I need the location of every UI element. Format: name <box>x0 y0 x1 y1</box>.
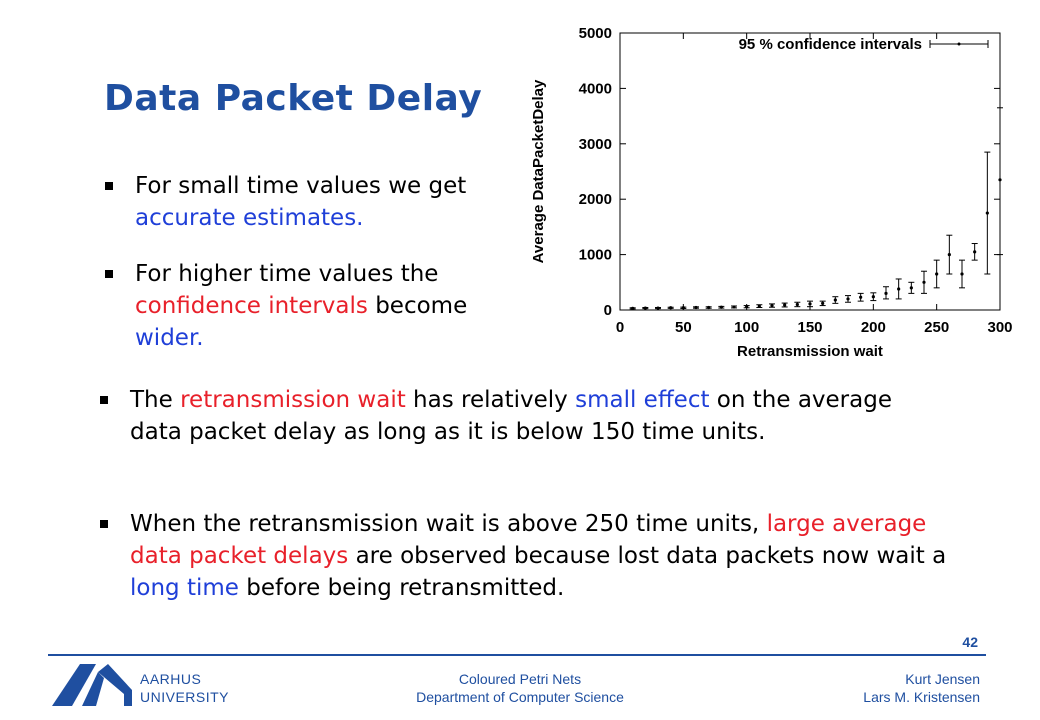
data-point <box>884 291 888 295</box>
data-point <box>719 305 723 309</box>
author-1: Kurt Jensen <box>905 671 980 687</box>
y-tick-label: 3000 <box>579 136 612 153</box>
data-point <box>795 302 799 307</box>
university-line-2: UNIVERSITY <box>140 689 230 705</box>
x-tick-label: 0 <box>616 319 624 336</box>
data-point <box>770 303 774 308</box>
legend-sample-point <box>957 42 961 46</box>
x-tick-label: 150 <box>797 319 822 336</box>
slide-title: Data Packet Delay <box>104 78 483 119</box>
footer-center: Coloured Petri Nets Department of Comput… <box>370 670 670 706</box>
data-point <box>631 306 635 310</box>
data-point <box>757 304 761 308</box>
data-point <box>681 306 685 310</box>
data-point <box>707 305 711 310</box>
data-point <box>897 287 901 291</box>
bullet-text: long time <box>130 575 239 601</box>
bullet-text: When the retransmission wait is above 25… <box>130 511 767 537</box>
data-point <box>694 305 698 310</box>
data-point <box>859 295 863 299</box>
data-point <box>643 306 647 310</box>
data-point <box>947 253 951 257</box>
bullet-text: confidence intervals <box>135 293 368 319</box>
bullet-text: before being retransmitted. <box>238 575 565 601</box>
x-tick-label: 300 <box>987 319 1012 336</box>
bullet-item: For small time values we get accurate es… <box>105 170 495 234</box>
x-tick-label: 50 <box>675 319 692 336</box>
retransmission-chart: 0 1000 2000 3000 4000 5000 0 50 100 150 200 250 300 R… <box>530 25 1013 360</box>
bullet-text: are observed because lost data packets n… <box>348 543 947 569</box>
data-point <box>973 250 977 254</box>
data-point <box>922 280 926 284</box>
data-point <box>732 305 736 309</box>
bullet-text: accurate estimates. <box>135 205 364 231</box>
legend-label: 95 % confidence intervals <box>739 36 922 53</box>
bullet-text: The <box>130 387 181 413</box>
data-point <box>783 303 787 307</box>
footer-divider <box>48 654 986 656</box>
bullet-marker-icon <box>100 520 108 528</box>
data-point <box>960 272 964 276</box>
data-point <box>985 211 989 215</box>
y-axis-label: Average DataPacketDelay <box>530 79 547 263</box>
plot-frame <box>619 32 1001 311</box>
data-point <box>669 306 673 310</box>
data-point <box>909 286 913 290</box>
course-title: Coloured Petri Nets <box>458 671 582 687</box>
bullet-text: become <box>367 293 468 319</box>
page-number: 42 <box>962 634 978 650</box>
data-point <box>656 306 660 310</box>
footer-authors: Kurt Jensen Lars M. Kristensen <box>780 670 980 706</box>
data-point <box>833 298 837 302</box>
x-tick-label: 200 <box>861 319 886 336</box>
y-tick-label: 5000 <box>579 25 612 42</box>
bullet-item: The retransmission wait has relatively s… <box>100 384 950 448</box>
bullet-text: has relatively <box>405 387 576 413</box>
x-tick-label: 100 <box>734 319 759 336</box>
bullet-text: wider. <box>135 325 204 351</box>
bullet-text: on the average data packet delay as long… <box>130 387 892 445</box>
bullet-text: large average data packet delays <box>130 511 927 569</box>
department-name: Department of Computer Science <box>416 689 624 705</box>
university-logo-icon <box>52 664 132 706</box>
bullet-text: For higher time values the <box>135 261 439 287</box>
bullet-text: small effect <box>575 387 710 413</box>
bullet-text: For small time values we get <box>135 173 467 199</box>
bullet-text: retransmission wait <box>180 387 406 413</box>
author-2: Lars M. Kristensen <box>863 689 980 705</box>
bullet-marker-icon <box>100 396 108 404</box>
data-point <box>846 297 850 301</box>
bullet-marker-icon <box>105 270 113 278</box>
bullet-item: When the retransmission wait is above 25… <box>100 508 950 604</box>
data-point <box>808 302 812 306</box>
y-tick-label: 4000 <box>579 80 612 97</box>
y-tick-label: 0 <box>604 302 612 319</box>
university-name: AARHUS UNIVERSITY <box>140 670 229 706</box>
data-point <box>998 178 1002 182</box>
data-point <box>821 301 825 305</box>
data-point <box>745 305 749 309</box>
university-line-1: AARHUS <box>140 671 202 687</box>
y-tick-label: 2000 <box>579 191 612 208</box>
y-tick-label: 1000 <box>579 247 612 264</box>
x-axis-label: Retransmission wait <box>737 343 883 360</box>
data-point <box>935 272 939 276</box>
data-point <box>871 295 875 299</box>
bullet-item: For higher time values the confidence in… <box>105 258 495 354</box>
x-tick-label: 250 <box>924 319 949 336</box>
bullet-marker-icon <box>105 182 113 190</box>
